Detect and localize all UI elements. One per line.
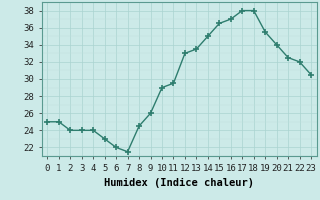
X-axis label: Humidex (Indice chaleur): Humidex (Indice chaleur) [104, 178, 254, 188]
